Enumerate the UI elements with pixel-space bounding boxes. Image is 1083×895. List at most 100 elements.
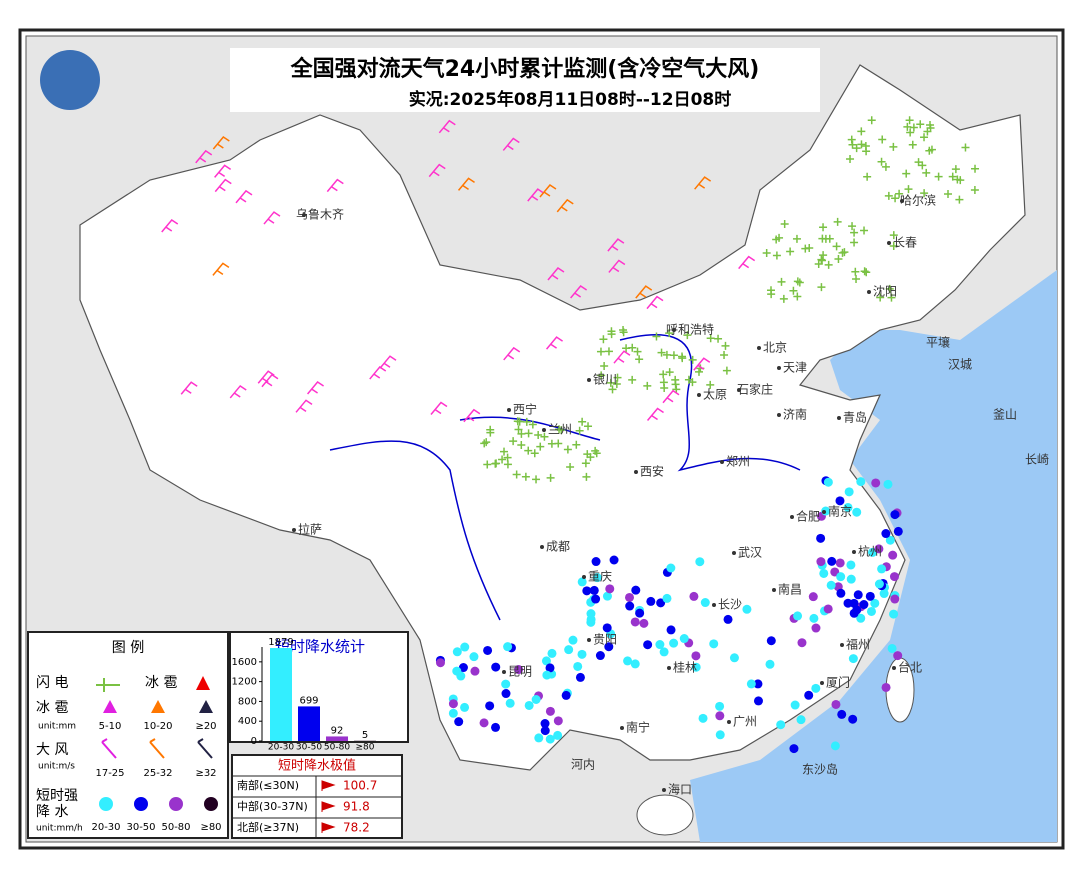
rain-dot — [729, 653, 739, 663]
lightning — [521, 472, 530, 481]
legend-text: 图 例 — [112, 640, 144, 656]
lightning — [600, 362, 609, 371]
rain-dot — [545, 734, 555, 744]
lightning — [643, 381, 652, 390]
city-dot — [790, 515, 794, 519]
foreign-label: 平壤 — [926, 335, 950, 350]
rain-dot — [602, 623, 612, 633]
lightning — [789, 286, 798, 295]
city-dot — [507, 408, 511, 412]
city-dot — [777, 366, 781, 370]
lightning — [914, 158, 923, 167]
foreign-label: 汉城 — [948, 358, 972, 372]
rain-dot — [796, 715, 806, 725]
city-label: 呼和浩特 — [666, 322, 714, 337]
legend-text: 冰 雹 — [36, 700, 68, 716]
rain-dot — [843, 502, 853, 512]
rain-dot — [491, 722, 501, 732]
rain-dot — [577, 649, 587, 659]
lightning — [607, 330, 616, 339]
lightning — [522, 417, 531, 426]
rain-dot — [823, 477, 833, 487]
hail-level — [151, 700, 165, 713]
wind-barb — [607, 238, 625, 252]
lightning — [599, 335, 608, 344]
lightning-symbol — [96, 678, 120, 692]
rain-dot — [458, 663, 468, 673]
wind-barb — [693, 357, 711, 371]
extreme-value: 78.2 — [343, 821, 370, 835]
rain-dot — [856, 477, 866, 487]
rain-dot — [501, 689, 511, 699]
legend-text: unit:mm — [38, 722, 76, 732]
value-label: 699 — [299, 695, 318, 706]
wind-barb — [539, 184, 557, 198]
foreign-label: 长崎 — [1025, 453, 1049, 467]
rain-dot — [765, 659, 775, 669]
rain-dot — [540, 726, 550, 736]
rain-dot — [679, 634, 689, 644]
lightning — [665, 368, 674, 377]
lightning — [517, 429, 526, 438]
rain-dot — [885, 535, 895, 545]
wind-barb — [457, 177, 475, 191]
hail-symbol — [196, 676, 210, 690]
rain-dot — [485, 701, 495, 711]
lightning — [492, 459, 501, 468]
lightning — [762, 248, 771, 257]
y-tick-label: 0 — [251, 736, 257, 747]
rain-dot — [623, 656, 633, 666]
city-label: 石家庄 — [737, 382, 773, 397]
lightning — [622, 344, 631, 353]
region: 南部(≤30N) — [237, 778, 299, 792]
x-tick-label: 30-50 — [296, 743, 322, 753]
lightning — [772, 251, 781, 260]
city-dot — [587, 638, 591, 642]
sea — [690, 270, 1057, 842]
wind-barb — [502, 137, 520, 151]
city-label: 昆明 — [508, 665, 532, 679]
foreign-label: 东沙岛 — [802, 762, 838, 777]
lightning — [657, 348, 666, 357]
rain-dot — [837, 709, 847, 719]
lightning — [885, 284, 894, 293]
flag — [321, 780, 336, 791]
lightning — [515, 417, 524, 426]
rain-dot — [505, 698, 515, 708]
lightning — [563, 445, 572, 454]
lightning — [557, 426, 566, 435]
lightning — [635, 355, 644, 364]
rain-dot — [545, 706, 555, 716]
rain-dot — [635, 608, 645, 618]
rain-dot — [630, 617, 640, 627]
rain-dot — [871, 478, 881, 488]
rain-dot — [524, 700, 534, 710]
rain-dot — [460, 702, 470, 712]
rain-level — [204, 797, 218, 811]
rain-dot — [856, 613, 866, 623]
rain-dot — [746, 679, 756, 689]
city-dot — [900, 199, 904, 203]
rain-dot — [888, 550, 898, 560]
city-dot — [777, 413, 781, 417]
city-dot — [772, 588, 776, 592]
logo — [40, 50, 100, 110]
lightning — [606, 378, 615, 387]
lightning — [916, 120, 925, 129]
lightning — [951, 165, 960, 174]
foreign-label: 河内 — [571, 758, 595, 772]
rain-dot — [540, 719, 550, 729]
lightning — [878, 135, 887, 144]
wind-barb — [212, 135, 230, 150]
rain-dot — [531, 694, 541, 704]
rain-dot — [797, 638, 807, 648]
rain-dot — [452, 666, 462, 676]
city-label: 海口 — [668, 782, 692, 797]
lightning — [793, 277, 802, 286]
legend-text: unit:m/s — [38, 762, 75, 772]
lightning — [920, 133, 929, 142]
lightning — [659, 370, 668, 379]
title: 全国强对流天气24小时累计监测(含冷空气大风) — [290, 56, 760, 82]
city-label: 哈尔滨 — [900, 193, 936, 208]
